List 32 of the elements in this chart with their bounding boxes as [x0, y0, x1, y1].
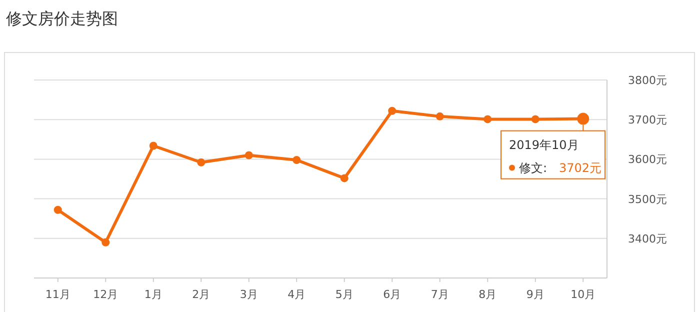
x-tick-label: 3月 [240, 288, 258, 301]
x-tick-label: 9月 [526, 288, 544, 301]
chart-title: 修文房价走势图 [6, 9, 118, 28]
x-tick-label: 10月 [570, 288, 596, 301]
point [54, 206, 62, 214]
y-tick-label: 3500元 [628, 192, 667, 206]
point [484, 115, 492, 124]
y-tick-label: 3400元 [628, 232, 667, 246]
point [197, 158, 206, 166]
point [102, 238, 110, 246]
x-tick-label: 7月 [430, 288, 449, 301]
x-tick-label: 4月 [288, 288, 306, 301]
x-tick-label: 12月 [93, 288, 118, 301]
x-tick-label: 6月 [383, 288, 402, 301]
point [244, 151, 253, 160]
x-tick-label: 5月 [335, 288, 354, 301]
point [531, 115, 540, 124]
x-tick-label: 8月 [478, 288, 497, 301]
y-tick-label: 3600元 [628, 153, 667, 166]
point [436, 112, 444, 120]
annotation: 2019年10月 [509, 138, 579, 152]
legend-label: 修文: [519, 160, 548, 175]
x-tick-label: 2月 [192, 288, 210, 301]
y-tick-label: 3700元 [628, 114, 667, 127]
point [149, 142, 158, 150]
x-tick-label: 1月 [144, 288, 162, 301]
data-label: 3702元 [559, 160, 602, 175]
point [340, 174, 348, 182]
point [292, 156, 301, 164]
point [388, 106, 396, 115]
x-tick-label: 11月 [45, 288, 70, 301]
y-tick-label: 3800元 [628, 74, 667, 87]
